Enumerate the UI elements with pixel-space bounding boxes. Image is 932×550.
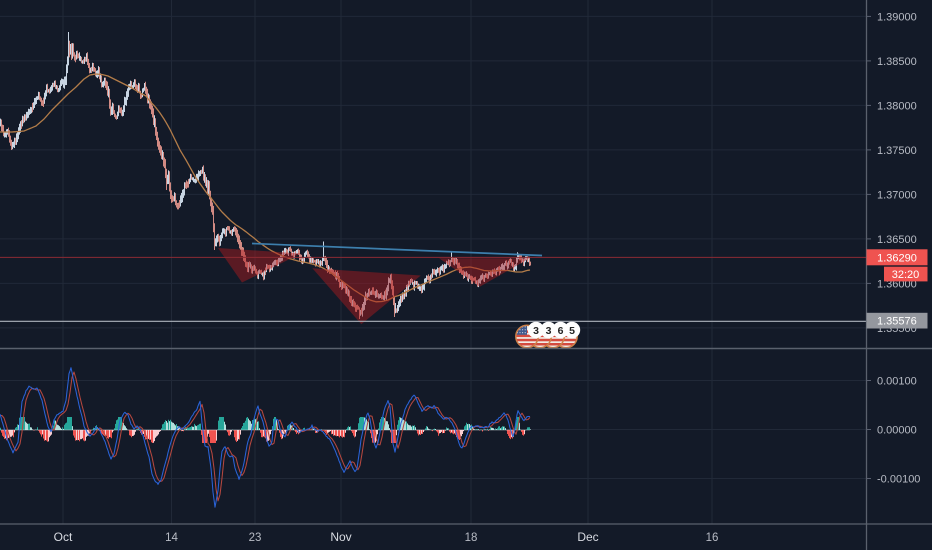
- svg-text:1.39000: 1.39000: [877, 11, 917, 23]
- svg-text:1.37000: 1.37000: [877, 189, 917, 201]
- svg-text:1.35576: 1.35576: [877, 316, 917, 328]
- svg-text:6: 6: [558, 325, 564, 337]
- svg-text:Dec: Dec: [577, 530, 598, 544]
- svg-text:32:20: 32:20: [892, 269, 920, 281]
- svg-text:1.36500: 1.36500: [877, 234, 917, 246]
- svg-text:5: 5: [569, 325, 575, 337]
- svg-text:23: 23: [249, 532, 262, 544]
- svg-text:1.37500: 1.37500: [877, 145, 917, 157]
- svg-text:-0.00100: -0.00100: [877, 474, 920, 486]
- svg-text:0.00100: 0.00100: [877, 376, 917, 388]
- svg-text:3: 3: [533, 325, 539, 337]
- svg-text:3: 3: [546, 325, 552, 337]
- svg-text:1.38000: 1.38000: [877, 100, 917, 112]
- svg-text:1.36290: 1.36290: [877, 253, 917, 265]
- svg-text:14: 14: [165, 532, 178, 544]
- svg-text:Nov: Nov: [330, 530, 351, 544]
- svg-text:1.38500: 1.38500: [877, 56, 917, 68]
- svg-text:0.00000: 0.00000: [877, 425, 917, 437]
- svg-text:Oct: Oct: [54, 530, 73, 544]
- svg-text:16: 16: [706, 532, 719, 544]
- svg-text:18: 18: [465, 532, 478, 544]
